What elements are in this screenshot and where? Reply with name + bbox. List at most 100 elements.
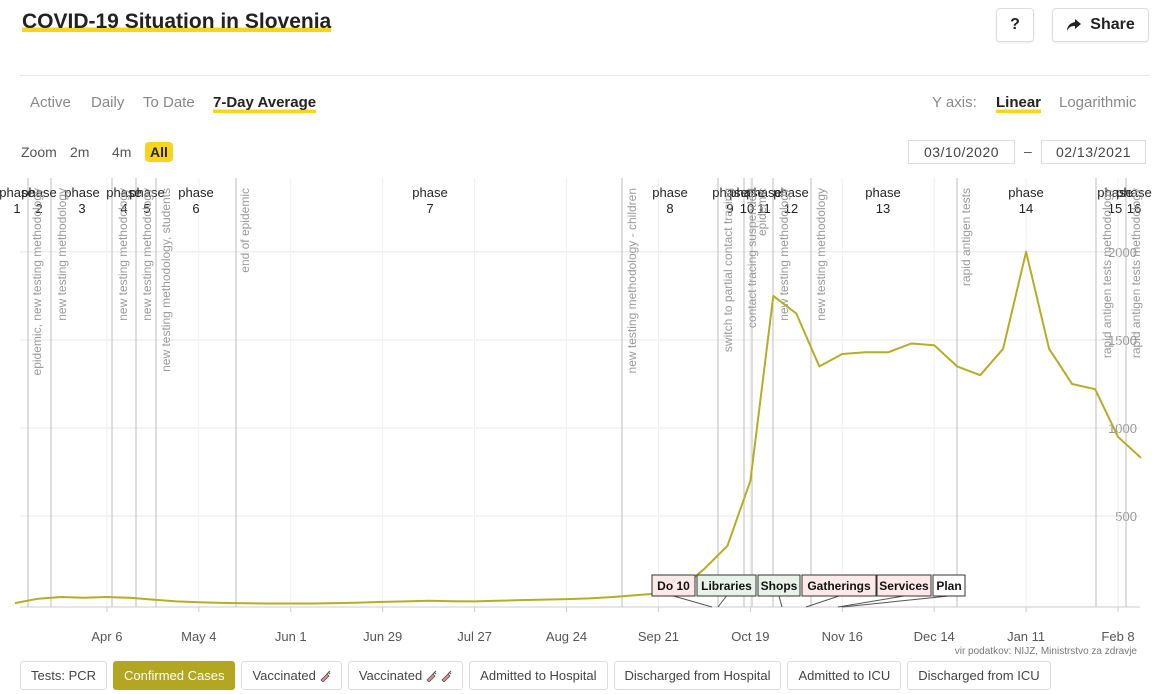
- phase-number: 2: [35, 201, 42, 216]
- event-box: [876, 574, 932, 597]
- event-box: [696, 574, 757, 597]
- series-line: [14, 250, 1142, 605]
- annotation: rapid antigen tests methodology: [1100, 188, 1114, 358]
- event-connector: [717, 595, 727, 608]
- x-tick-label: Apr 6: [91, 629, 122, 644]
- series-button-label: Discharged from ICU: [918, 668, 1040, 683]
- series-button-label: Tests: PCR: [31, 668, 97, 683]
- phase-number: 1: [13, 201, 20, 216]
- phase-number: 16: [1127, 201, 1141, 216]
- phase-number: 13: [876, 201, 890, 216]
- phase-label: phase: [1116, 185, 1151, 200]
- y-tick-label: 2000: [1108, 245, 1137, 260]
- share-button[interactable]: Share: [1052, 8, 1149, 42]
- series-button-label: Admitted to Hospital: [480, 668, 597, 683]
- zoom-option[interactable]: All: [145, 142, 173, 162]
- series-button-label: Discharged from Hospital: [624, 668, 771, 683]
- page-title: COVID-19 Situation in Slovenia: [22, 10, 332, 34]
- series-button[interactable]: Tests: PCR: [20, 661, 108, 690]
- phase-label: phase: [865, 185, 900, 200]
- date-separator: –: [1024, 143, 1032, 159]
- phase-label: phase: [1097, 185, 1132, 200]
- event-connector: [837, 595, 905, 608]
- annotation: switch to partial contact tracing: [721, 188, 735, 352]
- y-axis-option[interactable]: Logarithmic: [1059, 94, 1137, 111]
- date-from[interactable]: 03/10/2020: [908, 140, 1015, 164]
- phase-label: phase: [1008, 185, 1043, 200]
- series-button-label: Confirmed Cases: [124, 668, 225, 683]
- x-tick-label: Jun 29: [363, 629, 402, 644]
- x-tick-label: Nov 16: [822, 629, 863, 644]
- series-button[interactable]: Admitted to Hospital: [469, 661, 608, 690]
- series-button-label: Admitted to ICU: [798, 668, 891, 683]
- event-label: Services: [879, 579, 929, 593]
- plot-area: [20, 178, 1140, 607]
- tab[interactable]: To Date: [143, 94, 195, 111]
- phase-number: 6: [192, 201, 199, 216]
- phase-label: phase: [64, 185, 99, 200]
- phase-number: 11: [757, 201, 771, 216]
- series-button[interactable]: Vaccinated: [241, 661, 342, 690]
- annotation: new testing methodology - children: [625, 188, 639, 373]
- event-box: [651, 574, 696, 597]
- help-button[interactable]: ?: [996, 8, 1034, 42]
- event-box: [757, 574, 801, 597]
- tab[interactable]: 7-Day Average: [213, 94, 317, 113]
- x-tick-label: Feb 8: [1101, 629, 1134, 644]
- share-icon: [1067, 19, 1082, 31]
- x-tick-label: Sep 21: [638, 629, 679, 644]
- phase-number: 10: [740, 201, 754, 216]
- syringe-icon: [320, 670, 331, 682]
- series-button[interactable]: Discharged from Hospital: [613, 661, 782, 690]
- event-box: [801, 574, 877, 597]
- series-button[interactable]: Admitted to ICU: [787, 661, 902, 690]
- phase-label: phase: [729, 185, 764, 200]
- tab[interactable]: Daily: [91, 94, 125, 111]
- y-axis-label: Y axis:: [932, 94, 977, 111]
- series-button-label: Vaccinated: [358, 668, 423, 683]
- phase-number: 7: [426, 201, 433, 216]
- divider: [20, 75, 1150, 76]
- phase-label: phase: [106, 185, 141, 200]
- phase-label: phase: [712, 185, 747, 200]
- annotation: end of epidemic: [238, 188, 252, 273]
- phase-number: 14: [1019, 201, 1033, 216]
- series-button[interactable]: Confirmed Cases: [113, 661, 236, 690]
- event-label: Libraries: [701, 579, 752, 593]
- phase-number: 3: [78, 201, 85, 216]
- x-tick-label: Aug 24: [546, 629, 587, 644]
- annotation: new testing methodology: [777, 188, 791, 321]
- series-button[interactable]: Discharged from ICU: [907, 661, 1051, 690]
- phase-number: 5: [143, 201, 150, 216]
- event-connector: [841, 595, 950, 608]
- annotation: epidemic: [755, 188, 769, 236]
- event-connector: [673, 595, 713, 608]
- event-label: Shops: [761, 579, 798, 593]
- phase-label: phase: [746, 185, 781, 200]
- phase-label: phase: [21, 185, 56, 200]
- annotation: new testing methodology: [116, 188, 130, 321]
- x-tick-label: Jun 1: [275, 629, 307, 644]
- zoom-option[interactable]: 4m: [112, 144, 132, 160]
- series-buttons: Tests: PCR Confirmed Cases Vaccinated Vacci…: [20, 661, 1051, 690]
- event-connector: [805, 595, 840, 608]
- zoom-label: Zoom: [21, 144, 57, 160]
- x-tick-label: Jan 11: [1007, 629, 1045, 644]
- series-button[interactable]: Vaccinated: [347, 661, 464, 690]
- phase-label: phase: [412, 185, 447, 200]
- syringe-icon: [441, 670, 452, 682]
- event-box: [932, 574, 966, 597]
- event-connector: [778, 595, 783, 608]
- event-label: Gatherings: [807, 579, 871, 593]
- y-axis-option[interactable]: Linear: [996, 94, 1042, 113]
- phase-label: phase: [652, 185, 687, 200]
- zoom-option[interactable]: 2m: [70, 144, 90, 160]
- annotation: epidemic, new testing methodology: [30, 188, 44, 375]
- tab[interactable]: Active: [30, 94, 71, 111]
- phase-number: 12: [784, 201, 798, 216]
- date-to[interactable]: 02/13/2021: [1041, 140, 1146, 164]
- share-label: Share: [1090, 16, 1135, 33]
- phase-label: phase: [129, 185, 164, 200]
- annotation: new testing methodology: [814, 188, 828, 321]
